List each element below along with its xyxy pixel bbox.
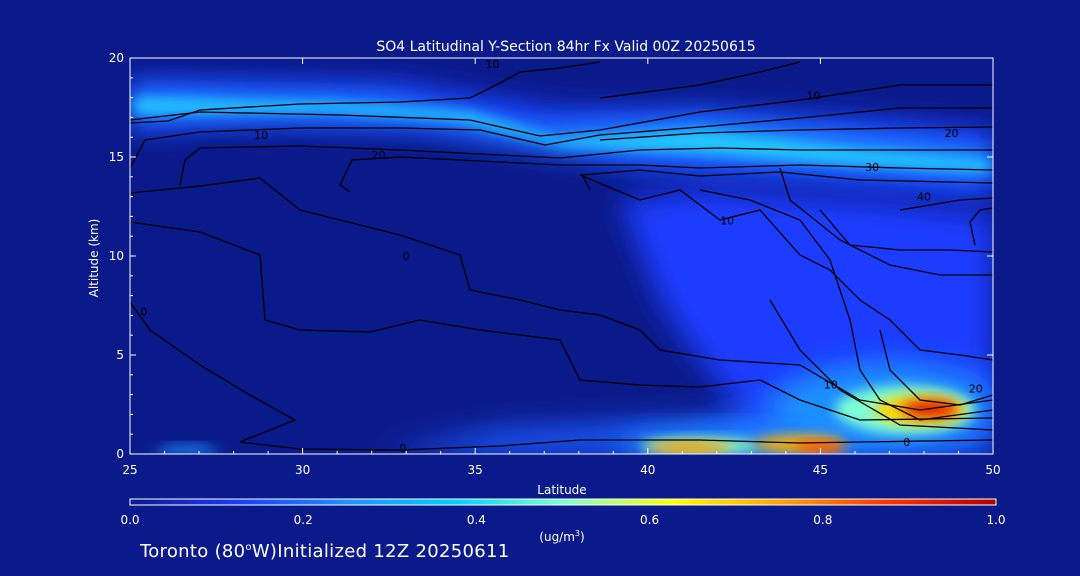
contour-line [599, 61, 801, 99]
colorbar-tick-label: 0.2 [294, 513, 313, 527]
colorbar-tick-label: 0.0 [120, 513, 139, 527]
colorbar-tick-label: 1.0 [986, 513, 1005, 527]
footer-caption: Toronto (80oW)Initialized 12Z 20250611 [140, 541, 510, 562]
contour-label: 20 [945, 127, 959, 140]
contour-label: 0 [403, 250, 410, 263]
contour-label: 40 [917, 191, 931, 204]
contour-line [130, 107, 993, 169]
y-axis: 0 5 10 15 20 [109, 51, 993, 461]
x-tick-label: 35 [468, 463, 483, 477]
contour-line [779, 167, 993, 276]
colorbar: 0.0 0.2 0.4 0.6 0.8 1.0 (ug/m3) [120, 498, 1006, 544]
contour-line [179, 145, 993, 186]
y-tick-label: 5 [116, 348, 124, 362]
contour-line [899, 197, 993, 211]
x-tick-label: 25 [122, 463, 137, 477]
contour-line [879, 329, 993, 406]
contour-label: 10 [720, 214, 734, 227]
y-tick-label: 20 [109, 51, 124, 65]
contour-line [130, 301, 993, 451]
contour-line [819, 209, 993, 253]
plot-area: 10 10 20 10 20 30 40 10 0 0 10 20 0 0 [129, 57, 994, 455]
contour-label: 10 [824, 379, 838, 392]
chart-title: SO4 Latitudinal Y-Section 84hr Fx Valid … [376, 39, 755, 55]
contour-label: 0 [140, 305, 147, 318]
field-surface-red [795, 442, 845, 452]
footer-suffix: W)Initialized 12Z 20250611 [251, 541, 510, 562]
concentration-field [130, 80, 993, 454]
contour-label: 10 [254, 129, 268, 142]
contour-label: 20 [969, 383, 983, 396]
y-tick-label: 15 [109, 150, 124, 164]
contour-label: 0 [399, 442, 406, 455]
x-tick-label: 45 [813, 463, 828, 477]
contour-line [130, 177, 993, 411]
contour-line [580, 169, 993, 191]
y-tick-label: 10 [109, 249, 124, 263]
contour-labels: 10 10 20 10 20 30 40 10 0 0 10 20 0 0 [140, 58, 982, 455]
colorbar-tick-label: 0.4 [467, 513, 486, 527]
contour-label: 30 [865, 161, 879, 174]
contour-label: 20 [372, 149, 386, 162]
field-surface-orange-a [650, 442, 730, 454]
contour-line [130, 221, 993, 421]
contour-line [130, 61, 601, 124]
contour-label: 10 [485, 58, 499, 71]
colorbar-bar [129, 498, 997, 506]
contour-line [699, 189, 993, 421]
contour-lines [130, 61, 993, 451]
colorbar-tick-label: 0.8 [813, 513, 832, 527]
footer-prefix: Toronto (80 [140, 541, 246, 562]
colorbar-unit: (ug/m3) [539, 529, 584, 544]
x-tick-label: 50 [985, 463, 1000, 477]
colorbar-tick-label: 0.6 [640, 513, 659, 527]
contour-line [579, 174, 993, 361]
contour-line [769, 299, 993, 431]
colorbar-ticks: 0.0 0.2 0.4 0.6 0.8 1.0 [120, 513, 1005, 527]
field-left-surface [150, 445, 225, 454]
x-axis-label: Latitude [537, 483, 586, 497]
contour-label: 0 [903, 436, 910, 449]
y-axis-label: Altitude (km) [87, 219, 101, 298]
contour-line [969, 207, 993, 246]
contour-line [599, 126, 993, 141]
field-upper-band-core [135, 98, 990, 172]
contour-line [339, 156, 993, 193]
contour-line [130, 84, 993, 137]
contour-label: 10 [806, 90, 820, 103]
y-tick-label: 0 [116, 447, 124, 461]
degree-symbol: o [245, 542, 252, 553]
x-tick-label: 40 [640, 463, 655, 477]
x-tick-label: 30 [295, 463, 310, 477]
x-axis: 25 30 35 40 45 50 [122, 58, 1001, 477]
